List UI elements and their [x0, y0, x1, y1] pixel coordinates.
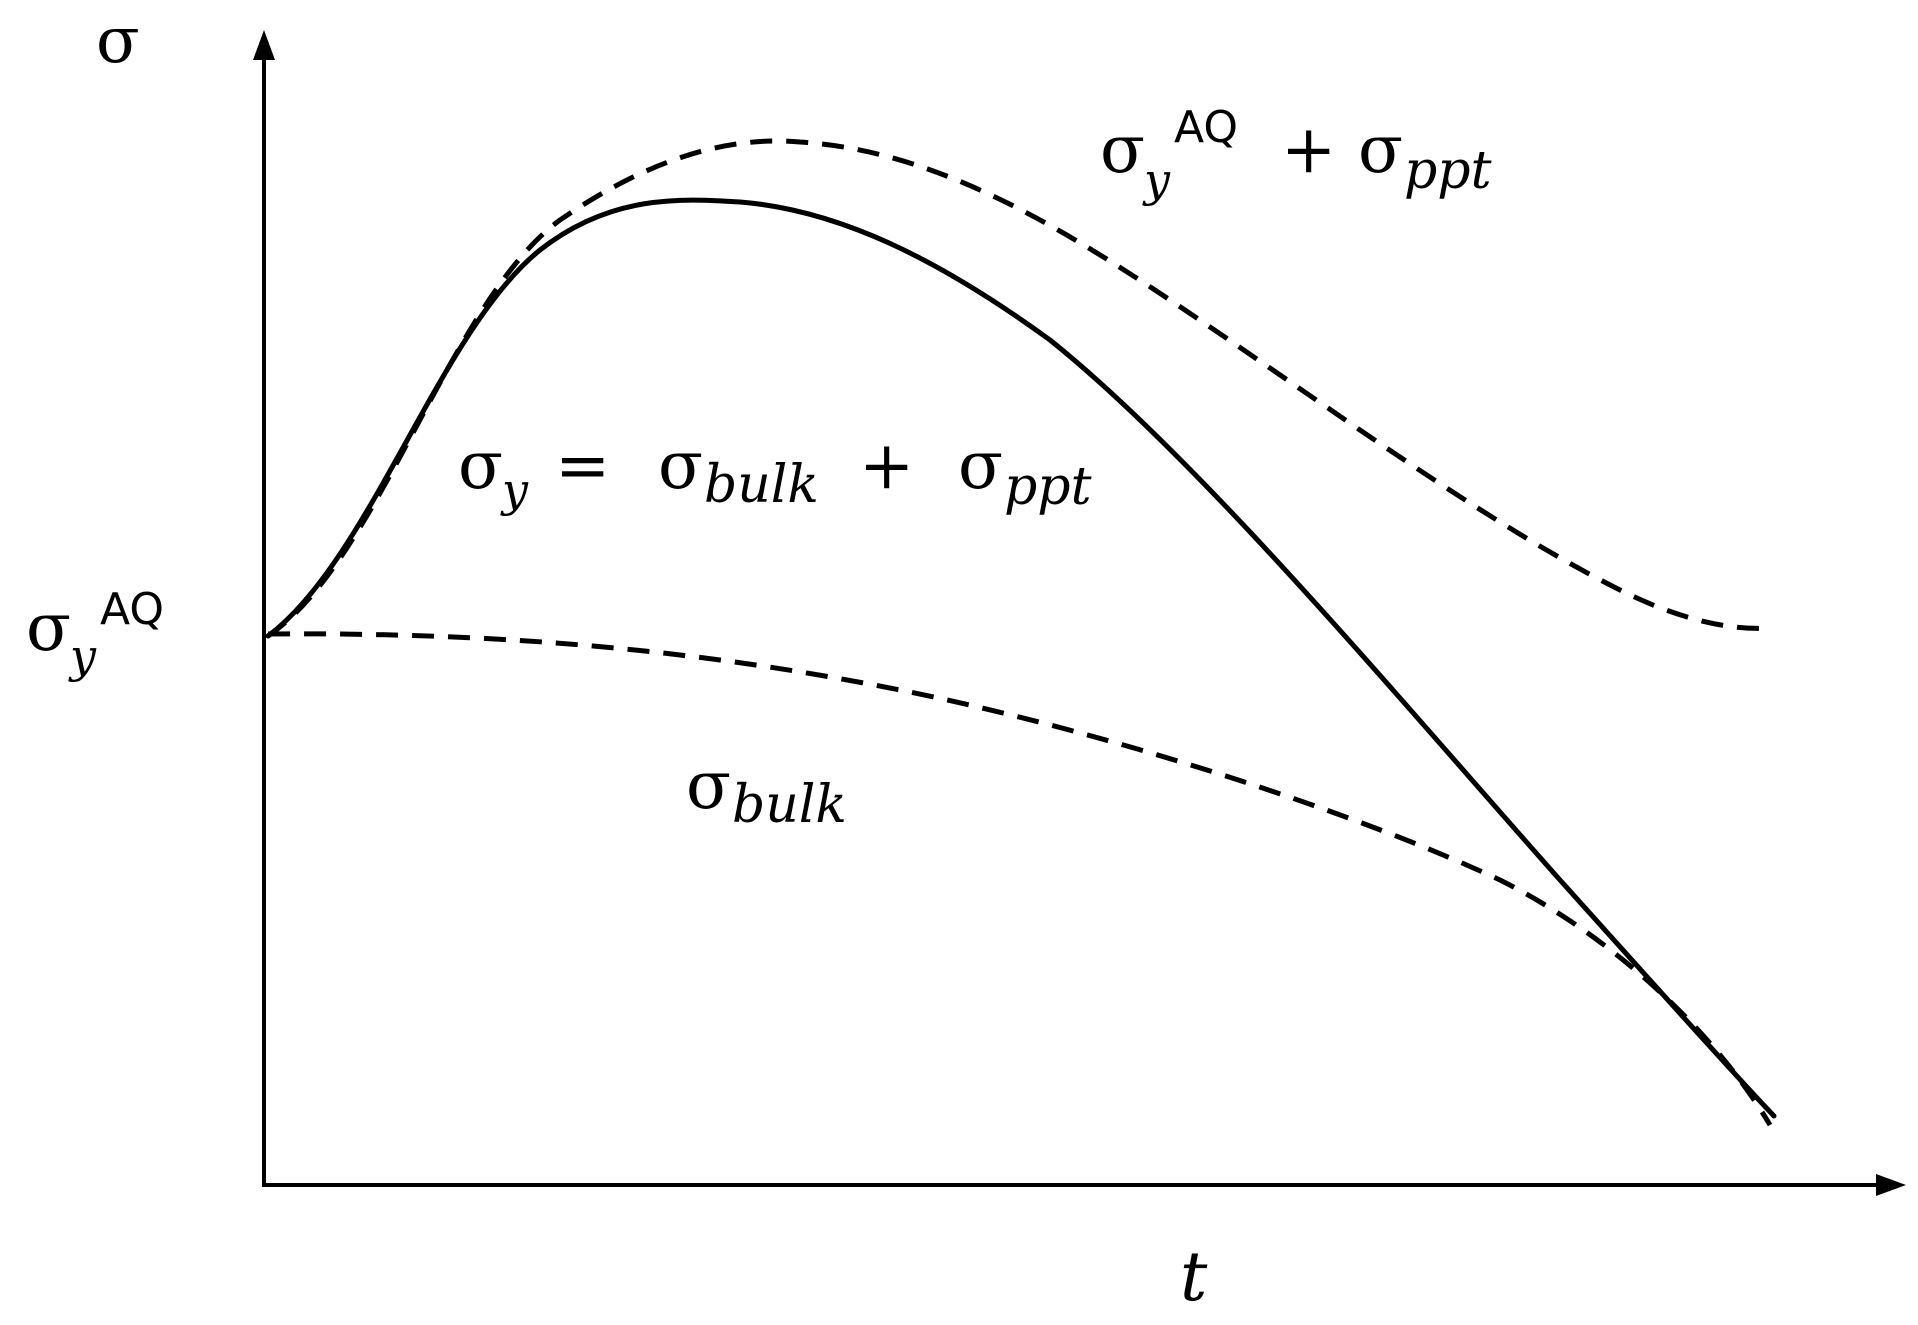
- label-middle-sigma2: σ: [658, 427, 703, 504]
- label-lower-sub: bulk: [732, 775, 847, 835]
- label-upper-sigma2: σ: [1358, 111, 1403, 188]
- curve-sigma-bulk: [267, 631, 1773, 1127]
- label-upper-curve: σ y AQ + σ ppt: [1100, 102, 1492, 207]
- curve-sigma-y-aq-plus-ppt: [266, 138, 1771, 639]
- curve-sigma-y: [265, 197, 1777, 1119]
- label-middle-sigma1: σ: [458, 427, 503, 504]
- label-middle-sub3: ppt: [1004, 457, 1092, 517]
- x-axis-arrowhead: [1876, 1174, 1906, 1196]
- label-middle-eq: =: [534, 427, 631, 504]
- y-tick-subscript: y: [68, 629, 97, 683]
- y-axis-label: σ: [96, 4, 140, 78]
- label-lower-sigma: σ: [686, 747, 731, 824]
- label-middle-curve: σ y = σ bulk + σ ppt: [458, 427, 1092, 517]
- label-upper-sub2: ppt: [1404, 141, 1492, 201]
- label-middle-sub2: bulk: [704, 455, 819, 515]
- label-upper-sup1: AQ: [1174, 102, 1238, 153]
- label-middle-sigma3: σ: [958, 427, 1003, 504]
- label-middle-sub1: y: [500, 463, 529, 517]
- y-tick-sigma-y-aq: σ y AQ: [26, 584, 164, 683]
- y-axis-arrowhead: [253, 30, 275, 60]
- y-tick-superscript: AQ: [100, 584, 164, 635]
- y-tick-sigma: σ: [26, 589, 71, 666]
- x-axis-label: t: [1180, 1238, 1208, 1317]
- label-upper-sub1: y: [1142, 153, 1171, 207]
- label-middle-op: +: [838, 427, 935, 504]
- label-upper-sigma1: σ: [1100, 111, 1145, 188]
- label-lower-curve: σ bulk: [686, 747, 847, 835]
- label-upper-op: +: [1260, 111, 1357, 188]
